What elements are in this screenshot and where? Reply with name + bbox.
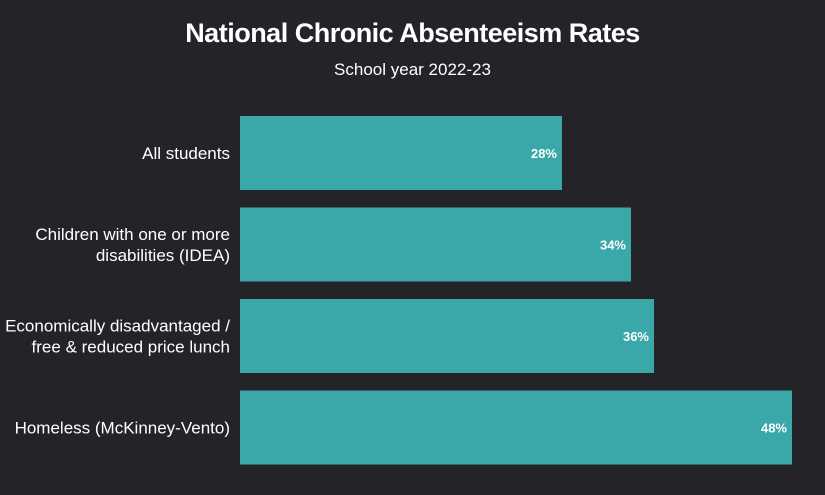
category-label-4: Homeless (McKinney-Vento) (15, 419, 230, 438)
value-label-3: 36% (623, 329, 649, 344)
category-label-2: Children with one or more disabilities (I… (35, 225, 230, 265)
value-label-2: 34% (600, 238, 626, 253)
bar-1 (240, 116, 562, 190)
category-label-line: Homeless (McKinney-Vento) (15, 419, 230, 438)
bar-2 (240, 207, 631, 282)
category-label-line: free & reduced price lunch (32, 338, 230, 357)
chart-subtitle: School year 2022-23 (334, 60, 491, 79)
bar-4 (240, 390, 792, 465)
value-label-1: 28% (531, 146, 557, 161)
bar-3 (240, 299, 654, 373)
category-label-line: Children with one or more (35, 225, 230, 244)
value-label-4: 48% (761, 421, 787, 436)
category-label-3: Economically disadvantaged / free & reduc… (5, 317, 230, 357)
category-label-line: disabilities (IDEA) (96, 246, 230, 265)
category-label-1: All students (142, 144, 230, 163)
category-label-line: Economically disadvantaged / (5, 317, 230, 336)
category-label-line: All students (142, 144, 230, 163)
chart-title: National Chronic Absenteeism Rates (185, 18, 640, 48)
